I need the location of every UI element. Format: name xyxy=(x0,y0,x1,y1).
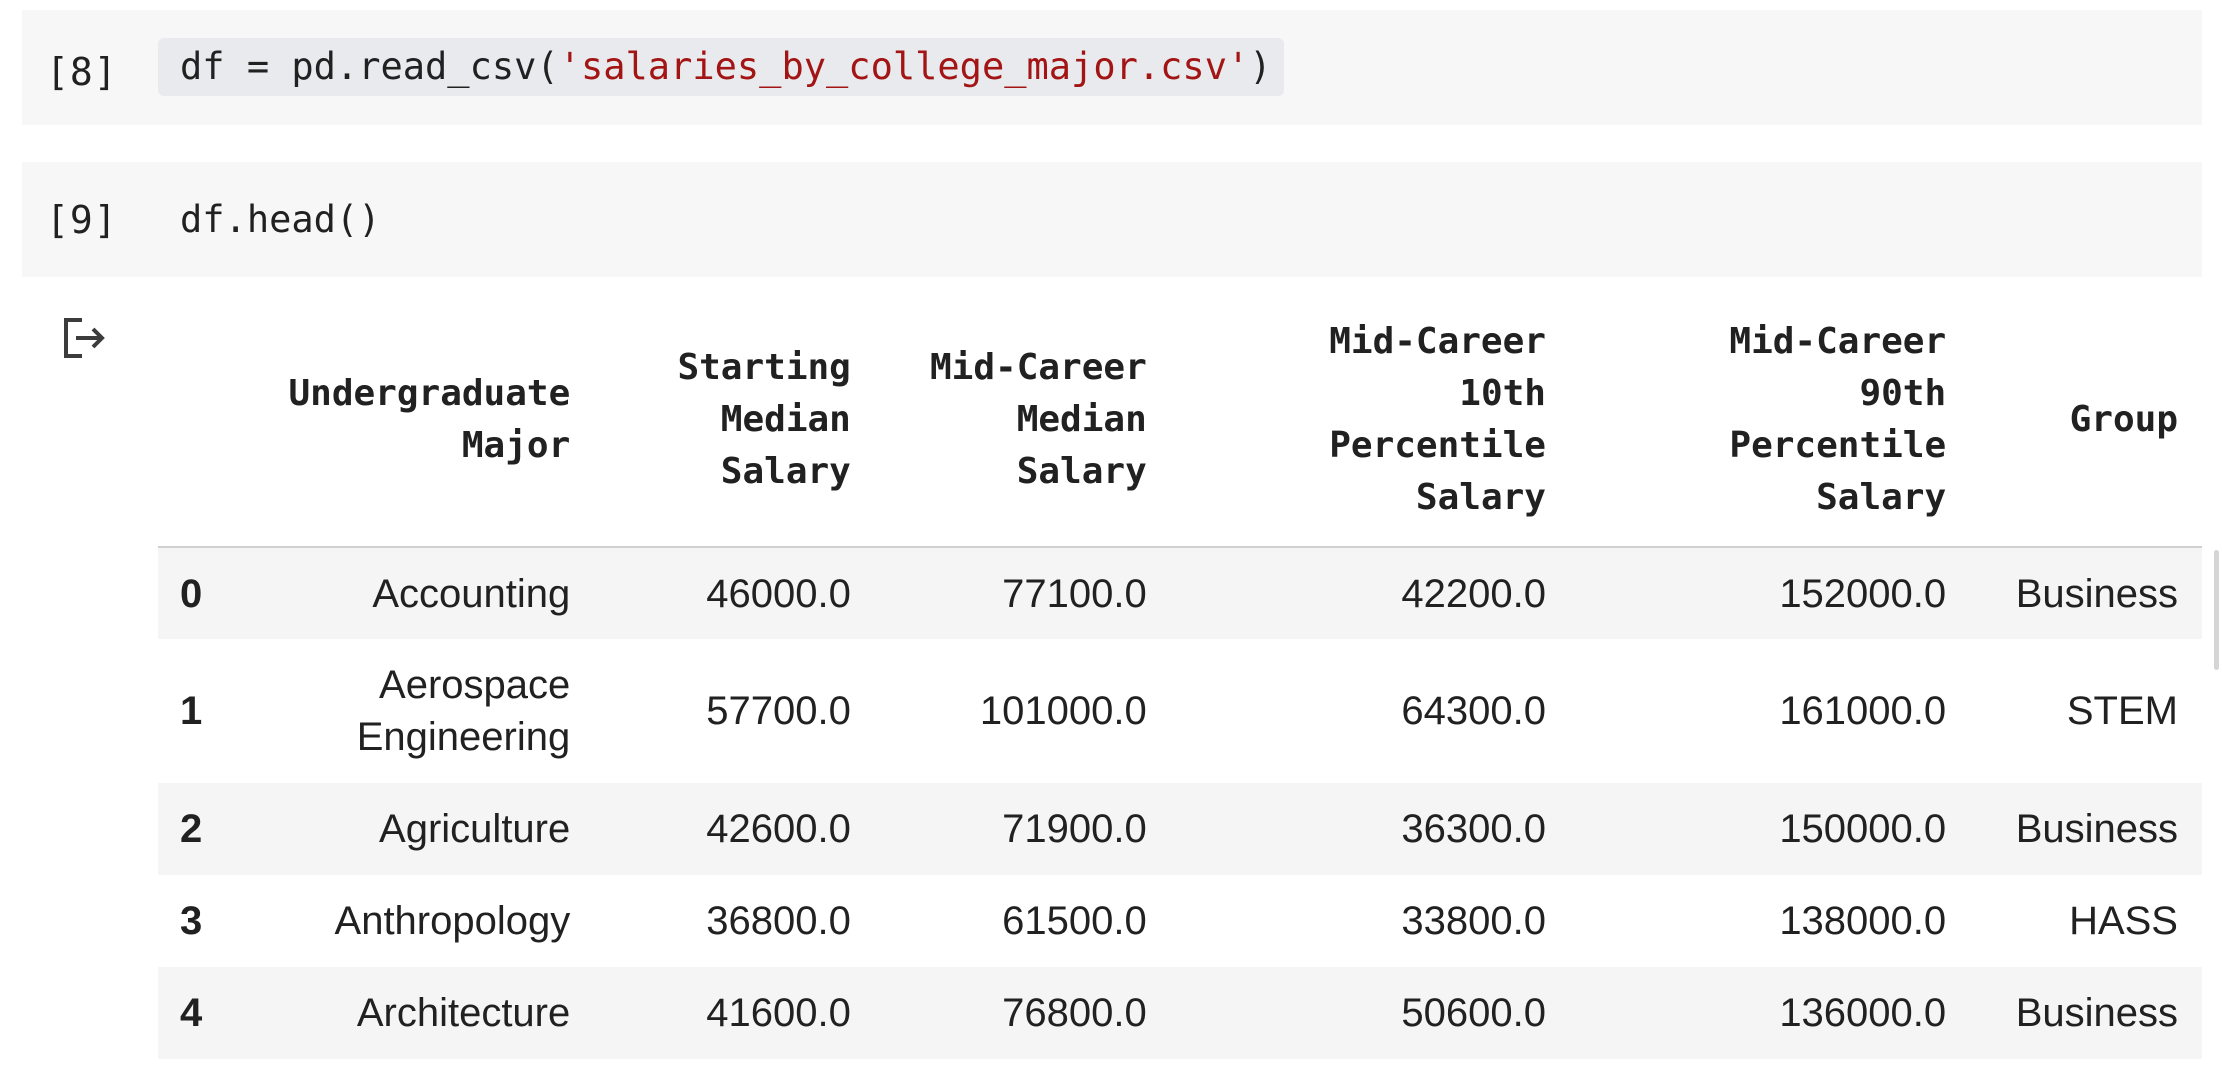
column-header-mid-career-90th-percentile: Mid-Career 90th Percentile Salary xyxy=(1545,300,1947,548)
cell-group: HASS xyxy=(2069,899,2178,943)
cell-90th-percentile: 136000.0 xyxy=(1779,991,1947,1035)
cell-group: Business xyxy=(2015,807,2178,851)
code-string-literal: 'salaries_by_college_major.csv' xyxy=(558,45,1250,88)
table-row: 4 Architecture 41600.0 76800.0 50600.0 1… xyxy=(158,967,2202,1059)
cell-major: Accounting xyxy=(372,571,571,616)
cell-90th-percentile: 152000.0 xyxy=(1779,571,1947,616)
column-header-starting-median-salary: Starting Median Salary xyxy=(570,300,851,548)
code-cell-9[interactable]: [9] df.head() xyxy=(22,162,2202,277)
row-index: 4 xyxy=(180,991,203,1035)
row-index: 3 xyxy=(180,899,203,943)
cell-major: Architecture xyxy=(356,991,571,1035)
cell-starting-median: 57700.0 xyxy=(706,689,851,733)
output-scrollbar[interactable] xyxy=(2214,550,2219,670)
cell-major: Agriculture xyxy=(379,807,571,851)
cell-major: Anthropology xyxy=(334,899,571,943)
column-header-group: Group xyxy=(1946,300,2202,548)
cell-starting-median: 41600.0 xyxy=(706,991,851,1035)
row-index: 0 xyxy=(180,571,203,616)
cell-major-text: Aerospace Engineering xyxy=(356,663,571,759)
table-row: 0 Accounting 46000.0 77100.0 42200.0 152… xyxy=(158,547,2202,639)
cell-mid-career-median: 61500.0 xyxy=(1002,899,1147,943)
cell-10th-percentile: 50600.0 xyxy=(1401,991,1546,1035)
row-index: 1 xyxy=(180,689,203,733)
execution-count: [9] xyxy=(46,198,118,242)
code-editor[interactable]: df.head() xyxy=(180,198,381,241)
column-header-undergraduate-major: Undergraduate Major xyxy=(227,300,571,548)
column-header-index xyxy=(158,300,228,548)
code-editor[interactable]: df = pd.read_csv('salaries_by_college_ma… xyxy=(158,38,1284,96)
cell-mid-career-median: 71900.0 xyxy=(1002,807,1147,851)
table-row: 3 Anthropology 36800.0 61500.0 33800.0 1… xyxy=(158,875,2202,967)
column-header-mid-career-median-salary: Mid-Career Median Salary xyxy=(850,300,1147,548)
table-row: 1 Aerospace Engineering 57700.0 101000.0… xyxy=(158,639,2202,783)
cell-group: STEM xyxy=(2066,689,2178,733)
code-text: ) xyxy=(1249,45,1272,88)
cell-group: Business xyxy=(2015,991,2178,1035)
code-cell-8[interactable]: [8] df = pd.read_csv('salaries_by_colleg… xyxy=(22,10,2202,125)
cell-starting-median: 36800.0 xyxy=(706,899,851,943)
cell-90th-percentile: 150000.0 xyxy=(1779,807,1947,851)
cell-10th-percentile: 64300.0 xyxy=(1401,689,1546,733)
cell-starting-median: 42600.0 xyxy=(706,807,851,851)
output-redirect-icon[interactable] xyxy=(62,316,108,360)
table-header-row: Undergraduate Major Starting Median Salary … xyxy=(158,300,2202,548)
code-text: df = pd.read_csv( xyxy=(180,45,559,88)
cell-90th-percentile: 138000.0 xyxy=(1779,899,1947,943)
cell-major: Aerospace Engineering xyxy=(227,639,571,783)
table-row: 2 Agriculture 42600.0 71900.0 36300.0 15… xyxy=(158,783,2202,875)
cell-group: Business xyxy=(2015,571,2178,616)
cell-mid-career-median: 76800.0 xyxy=(1002,991,1147,1035)
cell-starting-median: 46000.0 xyxy=(706,571,851,616)
cell-mid-career-median: 77100.0 xyxy=(1002,571,1147,616)
cell-10th-percentile: 42200.0 xyxy=(1401,571,1546,616)
dataframe-output-table: Undergraduate Major Starting Median Salary … xyxy=(158,300,2202,1059)
row-index: 2 xyxy=(180,807,203,851)
cell-90th-percentile: 161000.0 xyxy=(1779,689,1947,733)
column-header-mid-career-10th-percentile: Mid-Career 10th Percentile Salary xyxy=(1146,300,1546,548)
cell-10th-percentile: 36300.0 xyxy=(1401,807,1546,851)
cell-10th-percentile: 33800.0 xyxy=(1401,899,1546,943)
cell-mid-career-median: 101000.0 xyxy=(979,689,1147,733)
execution-count: [8] xyxy=(46,50,118,94)
